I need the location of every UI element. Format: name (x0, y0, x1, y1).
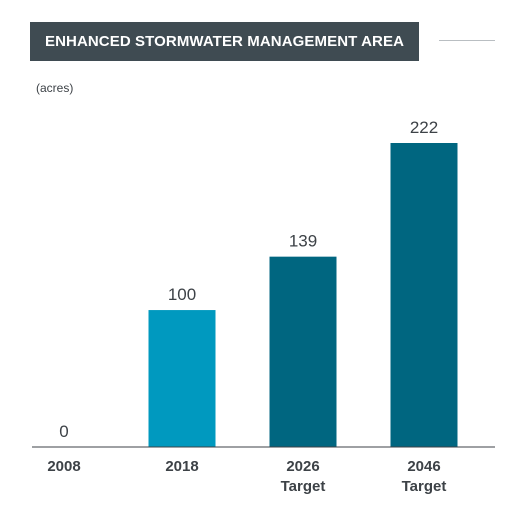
bar-2018 (148, 310, 216, 447)
category-label-2018: 2018 (165, 458, 198, 475)
category-sublabel-2026: Target (281, 478, 326, 495)
value-label-2018: 100 (168, 285, 196, 304)
bar-2046 (390, 143, 458, 447)
value-label-2046: 222 (410, 118, 438, 137)
y-axis-unit-label: (acres) (36, 81, 74, 95)
bar-2026 (269, 256, 337, 447)
category-label-2026: 2026 (286, 458, 319, 475)
title-rule-divider (439, 40, 495, 41)
category-label-2046: 2046 (407, 458, 440, 475)
value-label-2008: 0 (59, 422, 68, 441)
chart-title: ENHANCED STORMWATER MANAGEMENT AREA (30, 22, 419, 61)
labels-group: 0 2008 100 2018 139 2026 Target 222 2046 Target (47, 118, 446, 495)
category-sublabel-2046: Target (402, 478, 447, 495)
bars-group (148, 143, 458, 447)
category-label-2008: 2008 (47, 458, 80, 475)
value-label-2026: 139 (289, 232, 317, 251)
